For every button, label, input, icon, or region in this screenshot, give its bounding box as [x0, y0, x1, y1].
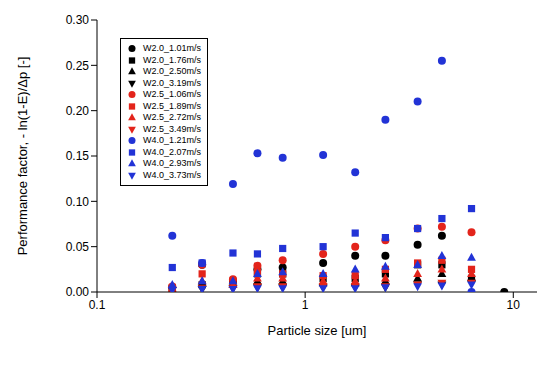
- svg-text:0.20: 0.20: [66, 104, 90, 118]
- svg-text:0.1: 0.1: [89, 298, 106, 312]
- html-text:W2.5_2.72m/s: W2.5_2.72m/s: [143, 112, 201, 122]
- html-text:W4.0_1.21m/s: W4.0_1.21m/s: [143, 135, 201, 145]
- svg-text:0.30: 0.30: [66, 13, 90, 27]
- svg-text:10: 10: [507, 298, 521, 312]
- svg-text:1: 1: [302, 298, 309, 312]
- html-text:W2.0_2.50m/s: W2.0_2.50m/s: [143, 66, 201, 76]
- html-text:W4.0_2.93m/s: W4.0_2.93m/s: [143, 158, 201, 168]
- svg-text:0.15: 0.15: [66, 149, 90, 163]
- svg-text:0.00: 0.00: [66, 285, 90, 299]
- svg-text:Performance factor, - ln(1-E)/: Performance factor, - ln(1-E)/Δp [-]: [15, 57, 30, 256]
- svg-text:0.25: 0.25: [66, 59, 90, 73]
- html-text:W4.0_2.07m/s: W4.0_2.07m/s: [143, 146, 201, 157]
- html-text:W2.0_1.01m/s: W2.0_1.01m/s: [143, 43, 201, 53]
- html-text:W2.5_3.49m/s: W2.5_3.49m/s: [143, 123, 201, 134]
- html-text:W2.5_1.06m/s: W2.5_1.06m/s: [143, 89, 201, 99]
- html-text:W2.0_3.19m/s: W2.0_3.19m/s: [143, 77, 201, 88]
- html-text:W2.0_1.76m/s: W2.0_1.76m/s: [143, 54, 201, 65]
- svg-text:Particle size [um]: Particle size [um]: [268, 323, 367, 338]
- html-text:W4.0_3.73m/s: W4.0_3.73m/s: [143, 169, 201, 180]
- svg-text:0.10: 0.10: [66, 195, 90, 209]
- svg-text:0.05: 0.05: [66, 240, 90, 254]
- html-text:W2.5_1.89m/s: W2.5_1.89m/s: [143, 100, 201, 111]
